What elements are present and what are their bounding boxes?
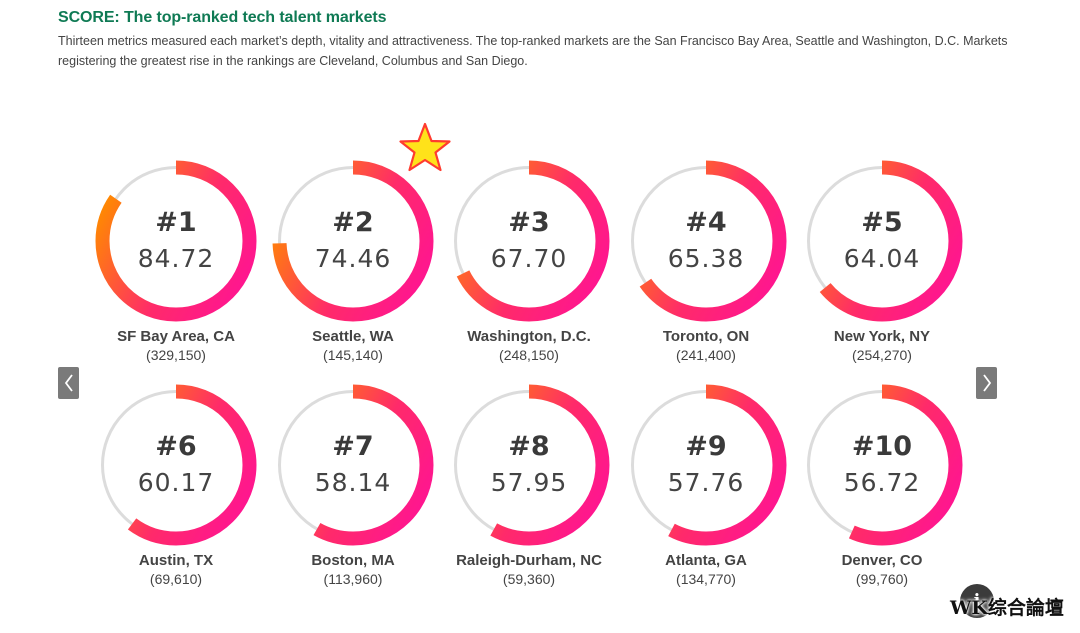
gauge-value-arc — [95, 160, 257, 322]
gauge-9: #9 57.76 Atlanta, GA (134,770) — [621, 380, 791, 587]
info-button[interactable]: i — [960, 584, 994, 618]
gauge-ring: #2 74.46 — [272, 160, 434, 322]
tech-worker-count: (145,140) — [323, 347, 383, 363]
market-name: Boston, MA — [311, 552, 395, 569]
market-name: Washington, D.C. — [467, 328, 591, 345]
market-name: Austin, TX — [138, 552, 214, 569]
gauge-score: 64.04 — [844, 244, 921, 273]
gauge-score: 65.38 — [668, 244, 745, 273]
gauge-rank: #10 — [852, 431, 912, 462]
next-button[interactable] — [976, 367, 997, 399]
gauge-value-arc — [801, 384, 963, 546]
gauge-rank: #7 — [332, 431, 373, 462]
gauge-ring: #10 56.72 — [801, 384, 963, 546]
watermark: WK综合論壇 — [950, 597, 1064, 619]
tech-worker-count: (248,150) — [499, 347, 559, 363]
gauge-rank: #5 — [861, 207, 902, 238]
gauge-value-arc — [95, 384, 257, 546]
gauge-ring: #5 64.04 — [801, 160, 963, 322]
gauge-3: #3 67.70 Washington, D.C. (248,150) — [444, 156, 614, 363]
gauge-rank: #8 — [508, 431, 549, 462]
star-icon — [399, 122, 451, 172]
gauge-value-arc — [448, 160, 610, 322]
gauge-ring: #9 57.76 — [625, 384, 787, 546]
chevron-left-icon — [64, 374, 73, 392]
gauge-score: 56.72 — [844, 468, 921, 497]
market-name: SF Bay Area, CA — [117, 328, 235, 345]
tech-worker-count: (59,360) — [502, 571, 556, 587]
gauge-score: 60.17 — [138, 468, 215, 497]
chevron-right-icon — [982, 374, 991, 392]
gauge-value-arc — [801, 160, 963, 322]
gauge-score: 84.72 — [138, 244, 215, 273]
tech-worker-count: (134,770) — [676, 571, 736, 587]
gauge-5: #5 64.04 New York, NY (254,270) — [797, 156, 967, 363]
gauge-score: 58.14 — [315, 468, 392, 497]
gauge-1: #1 84.72 SF Bay Area, CA (329,150) — [91, 156, 261, 363]
gauge-value-arc — [448, 384, 610, 546]
gauge-score: 74.46 — [315, 244, 392, 273]
chart-header: SCORE: The top-ranked tech talent market… — [58, 9, 1048, 71]
gauge-rank: #1 — [155, 207, 196, 238]
gauge-2: #2 74.46 Seattle, WA (145,140) — [268, 156, 438, 363]
tech-worker-count: (69,610) — [149, 571, 203, 587]
gauge-7: #7 58.14 Boston, MA (113,960) — [268, 380, 438, 587]
gauge-10: #10 56.72 Denver, CO (99,760) — [797, 380, 967, 587]
gauge-value-arc — [272, 160, 434, 322]
gauge-rank: #2 — [332, 207, 373, 238]
market-name: Raleigh-Durham, NC — [456, 552, 602, 569]
gauge-ring: #6 60.17 — [95, 384, 257, 546]
market-name: Atlanta, GA — [665, 552, 747, 569]
gauge-value-arc — [272, 384, 434, 546]
market-name: Toronto, ON — [662, 328, 750, 345]
gauge-6: #6 60.17 Austin, TX (69,610) — [91, 380, 261, 587]
gauge-ring: #3 67.70 — [448, 160, 610, 322]
gauge-ring: #7 58.14 — [272, 384, 434, 546]
tech-worker-count: (329,150) — [146, 347, 206, 363]
tech-worker-count: (113,960) — [323, 571, 383, 587]
market-name: Seattle, WA — [312, 328, 394, 345]
tech-worker-count: (241,400) — [676, 347, 736, 363]
gauge-value-arc — [625, 160, 787, 322]
chart-subtitle: Thirteen metrics measured each market’s … — [58, 34, 1008, 68]
gauge-8: #8 57.95 Raleigh-Durham, NC (59,360) — [444, 380, 614, 587]
gauge-rank: #6 — [155, 431, 196, 462]
gauge-score: 57.76 — [668, 468, 745, 497]
market-name: Denver, CO — [841, 552, 923, 569]
market-name: New York, NY — [833, 328, 931, 345]
gauge-ring: #8 57.95 — [448, 384, 610, 546]
gauge-score: 57.95 — [491, 468, 568, 497]
tech-worker-count: (99,760) — [855, 571, 909, 587]
gauge-rank: #3 — [508, 207, 549, 238]
tech-worker-count: (254,270) — [852, 347, 912, 363]
gauge-rank: #4 — [685, 207, 726, 238]
chart-title: SCORE: The top-ranked tech talent market… — [58, 9, 387, 26]
gauge-ring: #4 65.38 — [625, 160, 787, 322]
gauge-ring: #1 84.72 — [95, 160, 257, 322]
info-icon: i — [973, 591, 981, 611]
gauge-rank: #9 — [685, 431, 726, 462]
gauge-4: #4 65.38 Toronto, ON (241,400) — [621, 156, 791, 363]
gauge-score: 67.70 — [491, 244, 568, 273]
gauge-value-arc — [625, 384, 787, 546]
prev-button[interactable] — [58, 367, 79, 399]
